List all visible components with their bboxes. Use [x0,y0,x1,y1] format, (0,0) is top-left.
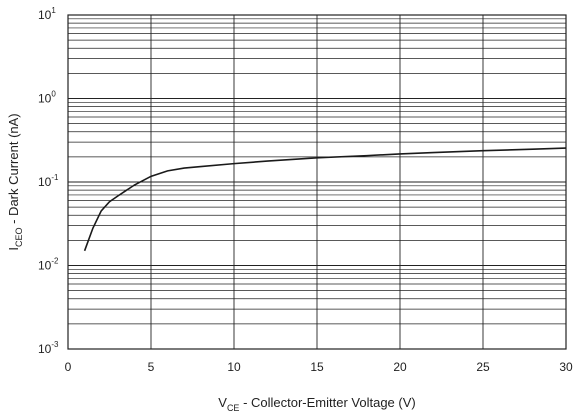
x-axis-title-sub: CE [227,403,240,413]
x-tick-label: 5 [148,360,155,374]
x-tick-label: 20 [393,360,407,374]
x-axis-title-rest: - Collector-Emitter Voltage (V) [239,395,415,410]
y-axis-title-rest: - Dark Current (nA) [6,113,21,227]
x-tick-label: 15 [310,360,324,374]
y-axis-title: ICEO - Dark Current (nA) [6,113,24,250]
x-tick-label: 10 [227,360,241,374]
x-tick-labels: 0 5 10 15 20 25 30 [65,360,573,374]
y-axis-title-sub: CEO [14,228,24,248]
plot-frame [67,14,567,350]
y-tick-label: 10-3 [38,340,59,356]
x-tick-label: 0 [65,360,72,374]
grid [67,15,567,350]
y-tick-label: 10-2 [38,257,59,273]
y-tick-label: 101 [38,6,56,22]
y-tick-label: 10-1 [38,173,59,189]
x-tick-label: 30 [559,360,573,374]
y-tick-label: 100 [38,90,56,106]
y-axis-title-main: I [6,247,21,251]
series-line-dark-current [83,147,567,252]
x-tick-label: 25 [476,360,490,374]
y-tick-labels: 10-3 10-2 10-1 100 101 [38,6,59,356]
x-axis-title-main: V [218,395,227,410]
x-axis-title: VCE - Collector-Emitter Voltage (V) [218,395,415,413]
